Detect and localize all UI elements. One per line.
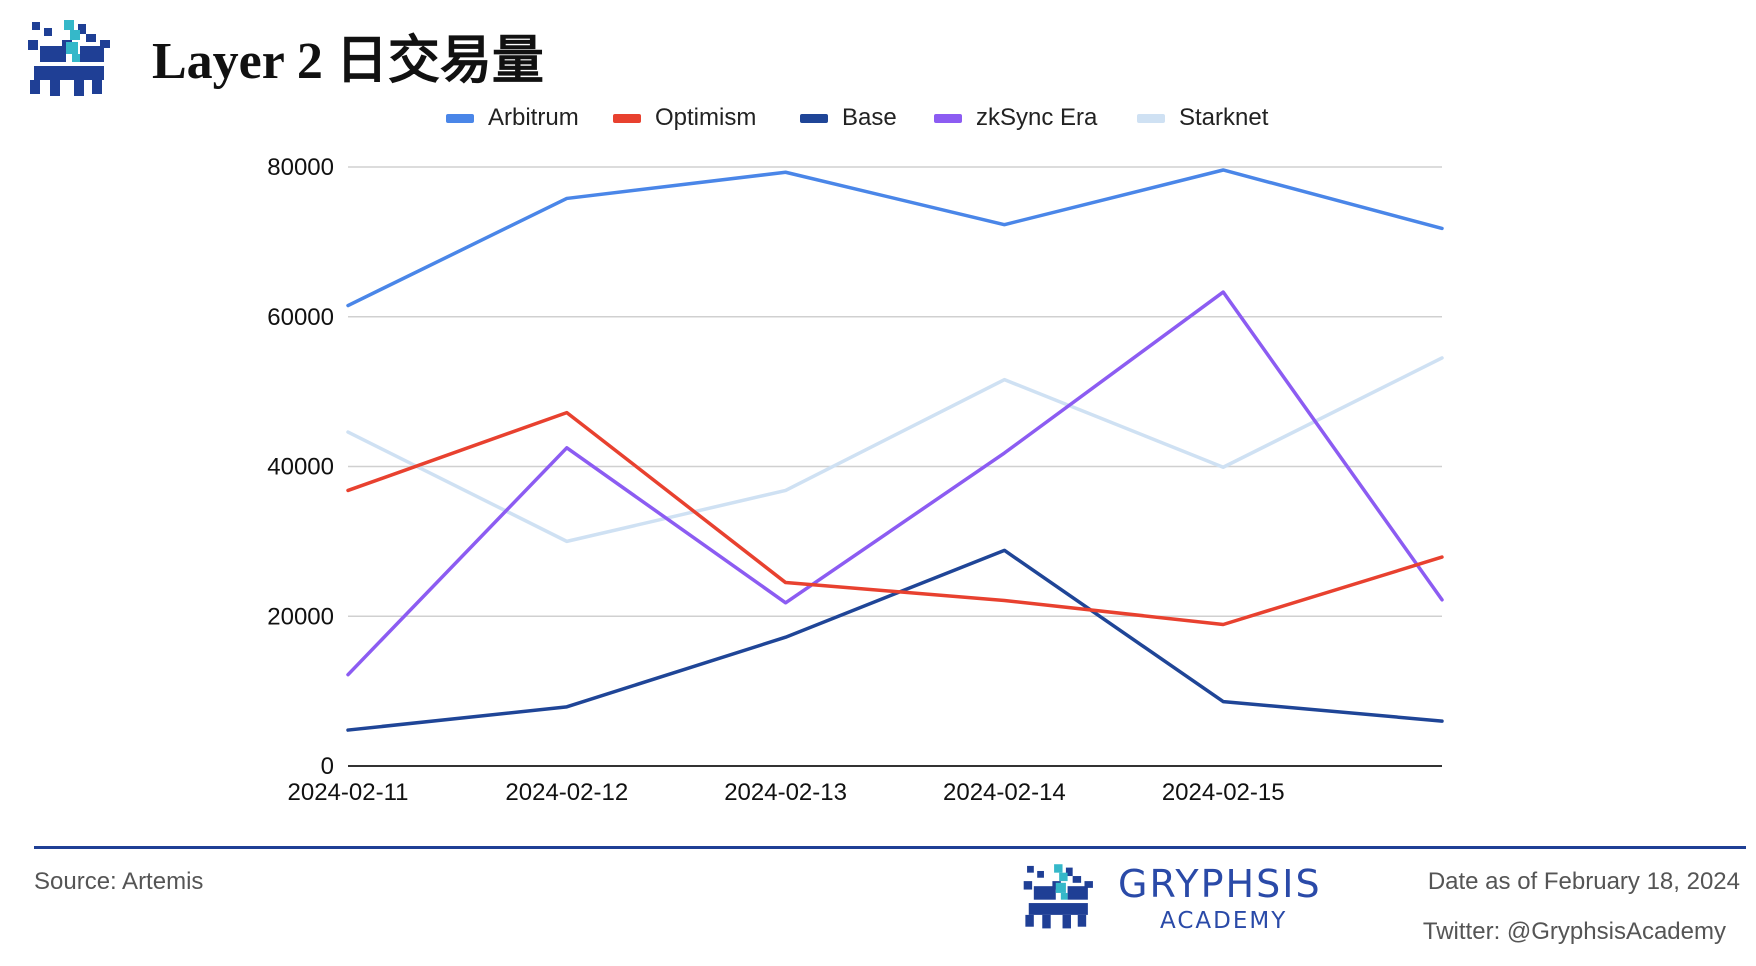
page-title: Layer 2 日交易量 (152, 33, 544, 90)
series-line-arbitrum (346, 168, 1444, 308)
series-line-starknet (346, 356, 1444, 544)
y-tick-label: 20000 (267, 603, 334, 630)
legend-swatch (934, 113, 962, 123)
legend-label: Base (842, 104, 897, 131)
legend-item-starknet: Starknet (1137, 100, 1268, 136)
x-tick-label: 2024-02-11 (288, 779, 409, 806)
legend-swatch (800, 113, 828, 123)
brand-logo-icon (1022, 862, 1098, 934)
footer-divider (34, 846, 1746, 849)
legend-label: Starknet (1179, 104, 1269, 131)
legend-swatch (446, 113, 474, 123)
x-tick-label: 2024-02-13 (724, 779, 847, 806)
brand-subtitle: ACADEMY (1160, 908, 1288, 934)
y-tick-label: 0 (321, 753, 334, 780)
source-note: Source: Artemis (34, 868, 204, 895)
date-note: Date as of February 18, 2024 (1427, 868, 1740, 895)
series-line-base (346, 548, 1444, 732)
x-tick-label: 2024-02-14 (943, 779, 1066, 806)
legend-label: zkSync Era (976, 104, 1098, 131)
y-tick-label: 60000 (267, 304, 334, 331)
brand-name: GRYPHSIS (1118, 862, 1322, 906)
chart-legend: Arbitrum Optimism Base zkSync Era Starknet (0, 100, 1756, 136)
legend-item-arbitrum: Arbitrum (446, 100, 579, 136)
series-line-optimism (346, 410, 1444, 627)
legend-item-base: Base (800, 100, 897, 136)
legend-swatch (1137, 113, 1165, 123)
legend-swatch (613, 113, 641, 123)
series-line-zksync-era (346, 290, 1444, 677)
twitter-handle: Twitter: @GryphsisAcademy (1422, 918, 1726, 945)
gryphon-logo-icon (26, 18, 116, 102)
x-tick-label: 2024-02-15 (1162, 779, 1285, 806)
x-tick-label: 2024-02-12 (505, 779, 628, 806)
legend-label: Optimism (655, 104, 757, 131)
y-tick-label: 80000 (267, 154, 334, 181)
y-tick-label: 40000 (267, 454, 334, 481)
legend-item-optimism: Optimism (613, 100, 756, 136)
legend-item-zksync-era: zkSync Era (934, 100, 1097, 136)
legend-label: Arbitrum (488, 104, 579, 131)
